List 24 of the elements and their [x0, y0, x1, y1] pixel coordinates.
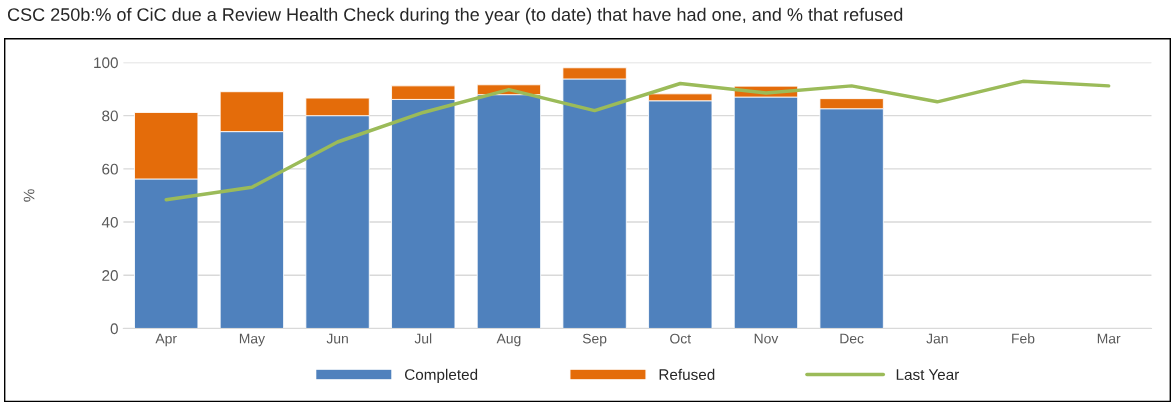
y-tick-label: 20: [102, 270, 118, 281]
line-series: [164, 79, 1111, 202]
x-tick-label: Jul: [414, 333, 432, 344]
legend-label: Last Year: [896, 369, 960, 381]
y-tick-label: 60: [102, 163, 118, 175]
y-tick-label: 0: [110, 323, 118, 335]
y-tick-label: 80: [102, 110, 118, 122]
x-tick-label: May: [239, 333, 265, 347]
x-tick-label: Feb: [1012, 333, 1035, 344]
x-tick-label: Nov: [754, 333, 779, 344]
x-tick-label: Oct: [670, 333, 691, 344]
x-tick-label: Mar: [1097, 333, 1121, 344]
y-tick-label: 100: [94, 57, 118, 69]
x-tick-label: Aug: [496, 333, 521, 347]
y-tick-label: 40: [101, 216, 118, 228]
legend-label: Refused: [659, 368, 715, 381]
x-tick-label: Sep: [582, 333, 607, 347]
legend-label: Completed: [404, 368, 478, 384]
x-tick-label: Apr: [155, 333, 177, 347]
chart-title: CSC 250b:% of CiC due a Review Health Check during the year (to date) that have had one, and % that refused: [7, 7, 903, 25]
x-tick-label: Dec: [840, 333, 864, 344]
y-axis-title: %: [23, 189, 35, 202]
x-tick-label: Jun: [326, 333, 348, 344]
x-tick-label: Jan: [926, 333, 948, 344]
